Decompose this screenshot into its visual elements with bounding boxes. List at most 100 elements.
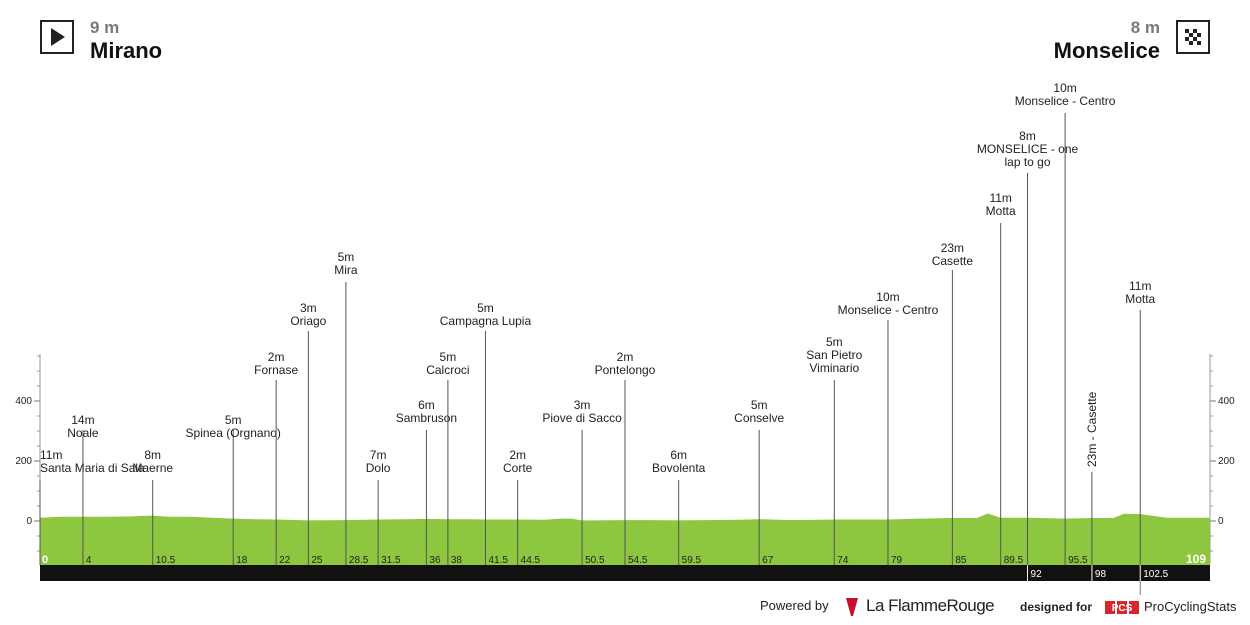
waypoint-name-label: Oriago xyxy=(290,314,326,328)
waypoint-altitude-label: 23m xyxy=(941,241,964,255)
waypoint-altitude-label: 2m xyxy=(268,350,285,364)
waypoint-altitude-label: 8m xyxy=(144,448,161,462)
waypoint-name-label: Casette xyxy=(932,254,974,268)
distance-tick-label: 28.5 xyxy=(349,555,369,566)
waypoint-name-label: Santa Maria di Sala xyxy=(40,461,145,475)
finish-header: 8 m Monselice xyxy=(1054,18,1160,64)
waypoint-name-label: Maerne xyxy=(132,461,173,475)
distance-tick-label: 85 xyxy=(955,555,967,566)
distance-tick-label: 95.5 xyxy=(1068,555,1088,566)
distance-tick-label: 25 xyxy=(311,555,323,566)
waypoint-name-label: MONSELICE - one xyxy=(977,142,1079,156)
checkered-flag-icon xyxy=(1176,20,1210,54)
distance-tick-label: 38 xyxy=(451,555,463,566)
finish-town: Monselice xyxy=(1053,38,1160,63)
waypoint-altitude-label: 7m xyxy=(370,448,387,462)
distance-tick-label: 67 xyxy=(762,555,774,566)
distance-tick-label: 31.5 xyxy=(381,555,401,566)
distance-tick-label: 44.5 xyxy=(521,555,541,566)
waypoint-altitude-label: 8m xyxy=(1019,129,1036,143)
waypoint-altitude-label: 3m xyxy=(300,301,317,315)
waypoint-name-label: Corte xyxy=(503,461,533,475)
distance-tick-label: 10.5 xyxy=(156,555,176,566)
waypoint-altitude-label: 10m xyxy=(1053,81,1076,95)
distance-tick-label: 18 xyxy=(236,555,248,566)
waypoint-altitude-label: 14m xyxy=(71,413,94,427)
waypoint-name-label: Conselve xyxy=(734,411,784,425)
waypoint-altitude-label: 5m xyxy=(826,335,843,349)
waypoint-name-label: Sambruson xyxy=(396,411,457,425)
designed-for-label: designed for xyxy=(1020,600,1093,614)
y-tick-label-right: 400 xyxy=(1218,396,1235,407)
waypoint-name-label: Fornase xyxy=(254,363,298,377)
play-icon xyxy=(40,20,74,54)
start-km-label: 0 xyxy=(42,554,48,566)
waypoint-rotated-label: 23m - Casette xyxy=(1085,391,1099,467)
waypoint-name-label: Motta xyxy=(986,204,1016,218)
waypoint-name-label: Mira xyxy=(334,263,358,277)
waypoint-altitude-label: 6m xyxy=(418,398,435,412)
waypoint-altitude-label: 3m xyxy=(574,398,591,412)
waypoint-altitude-label: 6m xyxy=(670,448,687,462)
waypoint-name-label: Campagna Lupia xyxy=(440,314,532,328)
lap-tick-label: 98 xyxy=(1095,569,1107,580)
la-flamme-rouge-icon xyxy=(844,597,860,622)
y-tick-label-left: 200 xyxy=(15,456,32,467)
waypoint-altitude-label: 5m xyxy=(477,301,494,315)
la-flamme-rouge-logo[interactable]: La FlammeRouge xyxy=(846,596,995,616)
waypoint-name-label: Monselice - Centro xyxy=(838,303,939,317)
waypoint-altitude-label: 5m xyxy=(751,398,768,412)
y-tick-label-right: 0 xyxy=(1218,516,1224,527)
waypoint-altitude-label: 10m xyxy=(876,290,899,304)
distance-tick-label: 59.5 xyxy=(682,555,702,566)
finish-altitude: 8 m xyxy=(1130,18,1160,37)
waypoint-altitude-label: 2m xyxy=(617,350,634,364)
y-tick-label-right: 200 xyxy=(1218,456,1235,467)
waypoint-name-label: Viminario xyxy=(809,361,859,375)
distance-tick-label: 22 xyxy=(279,555,291,566)
pcs-logo-text: PCS xyxy=(1112,603,1133,614)
waypoint-name-label: Spinea (Orgnano) xyxy=(186,426,281,440)
waypoint-name-label: Calcroci xyxy=(426,363,469,377)
lap-tick-label: 102.5 xyxy=(1143,569,1168,580)
y-tick-label-left: 400 xyxy=(15,396,32,407)
start-altitude: 9 m xyxy=(90,18,120,37)
procyclingstats-brand[interactable]: ProCyclingStats xyxy=(1144,599,1237,614)
waypoint-altitude-label: 5m xyxy=(225,413,242,427)
distance-tick-label: 36 xyxy=(429,555,441,566)
la-flamme-rouge-text: La FlammeRouge xyxy=(866,596,995,615)
waypoint-altitude-label: 2m xyxy=(509,448,526,462)
distance-bar xyxy=(40,565,1210,581)
waypoint-altitude-label: 11m xyxy=(1129,279,1151,293)
waypoint-name-label: Bovolenta xyxy=(652,461,706,475)
y-tick-label-left: 0 xyxy=(26,516,32,527)
end-km-label: 109 xyxy=(1186,552,1206,566)
waypoint-name-label: San Pietro xyxy=(806,348,862,362)
distance-tick-label: 50.5 xyxy=(585,555,605,566)
waypoint-marker: 23m - Casette xyxy=(1085,391,1099,565)
waypoint-name-label: Motta xyxy=(1125,292,1155,306)
waypoint-name-label: Piove di Sacco xyxy=(542,411,622,425)
waypoint-name-label: lap to go xyxy=(1004,155,1050,169)
waypoint-name-label: Monselice - Centro xyxy=(1015,94,1116,108)
waypoint-altitude-label: 11m xyxy=(989,191,1011,205)
